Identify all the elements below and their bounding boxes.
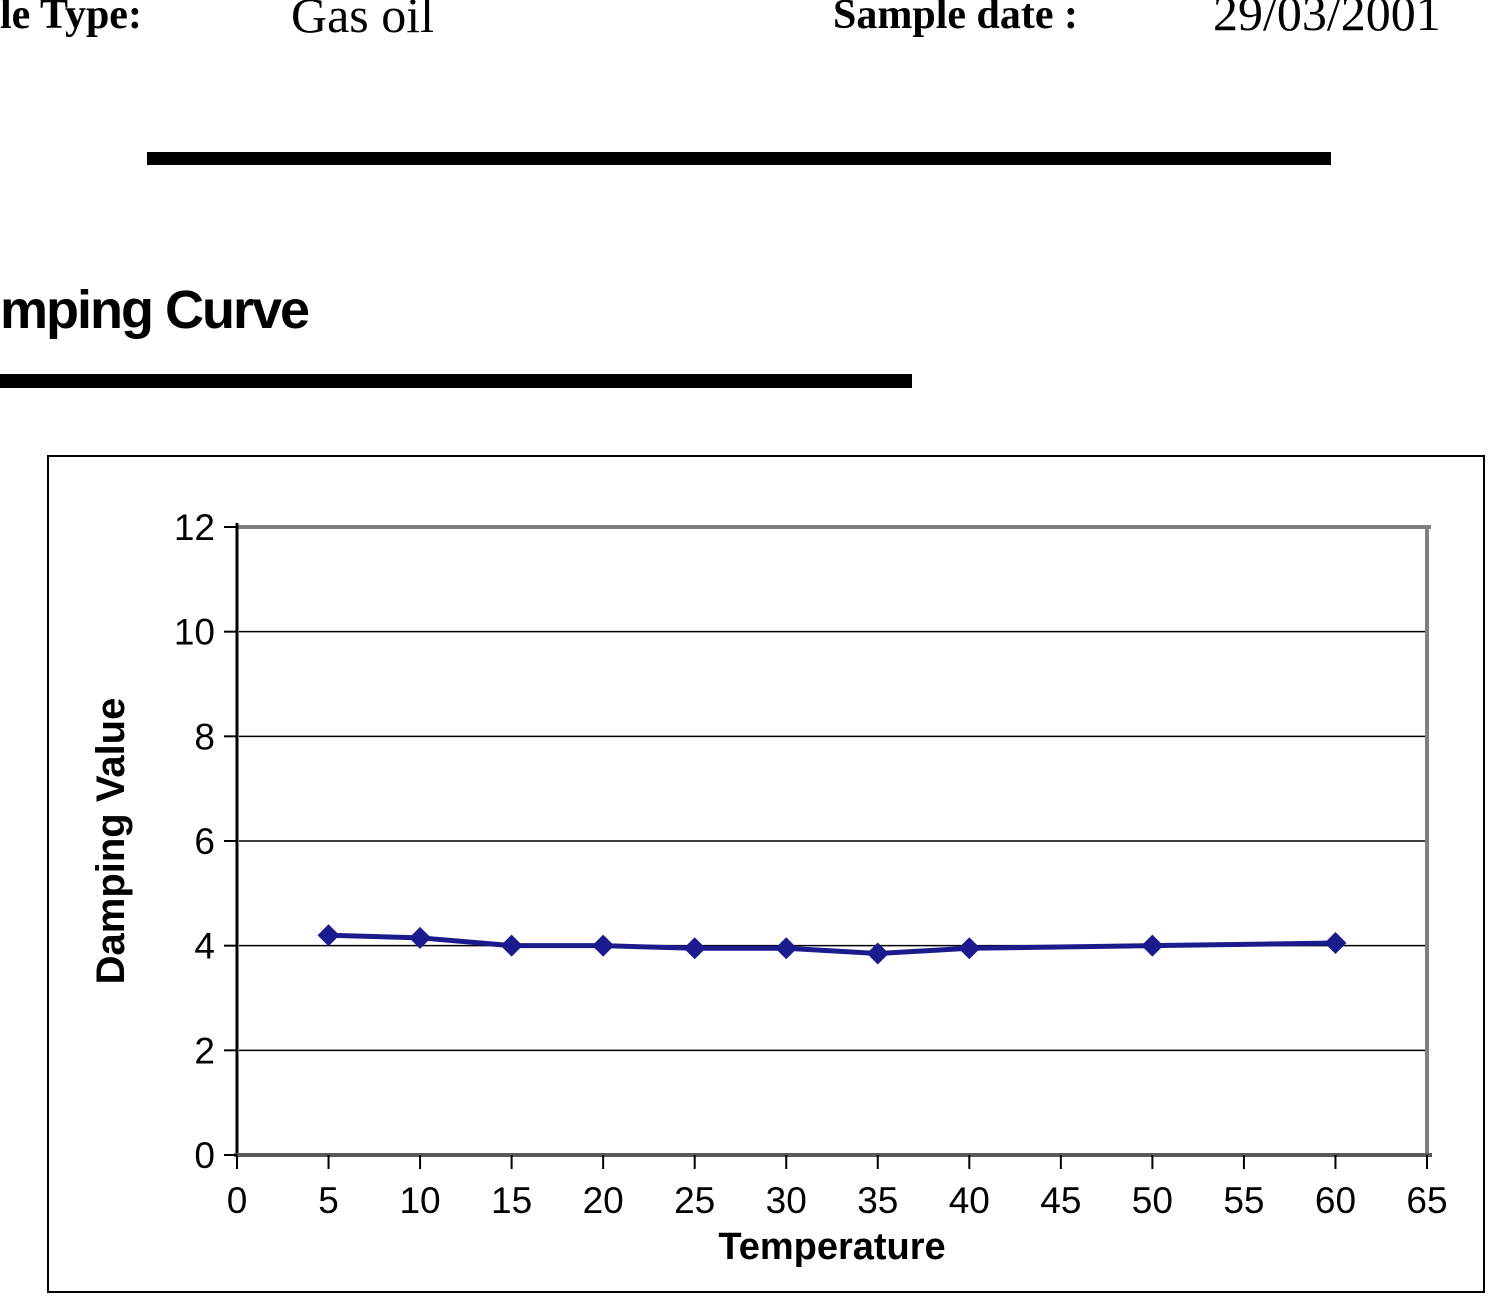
svg-text:30: 30 bbox=[766, 1180, 807, 1221]
damping-curve-chart: 0 2 4 6 8 10 12 0 5 10 15 20 25 30 35 40 45 50 55 60 65 Dampi… bbox=[89, 507, 1448, 1268]
svg-text:45: 45 bbox=[1040, 1180, 1081, 1221]
svg-text:55: 55 bbox=[1223, 1180, 1264, 1221]
svg-text:5: 5 bbox=[318, 1180, 339, 1221]
sample-date-value: 29/03/2001 bbox=[1213, 0, 1441, 41]
y-axis-title: Damping Value bbox=[89, 698, 133, 985]
svg-text:15: 15 bbox=[491, 1180, 532, 1221]
svg-text:12: 12 bbox=[174, 507, 215, 548]
svg-text:10: 10 bbox=[174, 612, 215, 653]
data-point-marker bbox=[1141, 934, 1164, 957]
data-point-marker bbox=[775, 937, 798, 960]
svg-text:50: 50 bbox=[1132, 1180, 1173, 1221]
svg-text:6: 6 bbox=[194, 821, 215, 862]
data-point-marker bbox=[500, 934, 523, 957]
svg-text:4: 4 bbox=[194, 926, 215, 967]
data-point-marker bbox=[317, 924, 340, 947]
sample-type-label: le Type: bbox=[0, 0, 142, 38]
svg-text:60: 60 bbox=[1315, 1180, 1356, 1221]
data-point-marker bbox=[958, 937, 981, 960]
y-tick-labels: 0 2 4 6 8 10 12 bbox=[174, 507, 215, 1176]
sample-date-label: Sample date : bbox=[833, 0, 1078, 38]
svg-text:25: 25 bbox=[674, 1180, 715, 1221]
damping-curve-chart-frame: 0 2 4 6 8 10 12 0 5 10 15 20 25 30 35 40 45 50 55 60 65 Dampi… bbox=[47, 455, 1485, 1293]
x-axis-title: Temperature bbox=[718, 1226, 945, 1268]
svg-text:10: 10 bbox=[399, 1180, 440, 1221]
svg-text:35: 35 bbox=[857, 1180, 898, 1221]
horizontal-rule-under-heading bbox=[0, 374, 912, 388]
data-point-marker bbox=[409, 926, 432, 949]
plot-area-border bbox=[237, 525, 1431, 1156]
svg-text:40: 40 bbox=[949, 1180, 990, 1221]
svg-text:0: 0 bbox=[227, 1180, 248, 1221]
svg-text:8: 8 bbox=[194, 716, 215, 757]
svg-text:20: 20 bbox=[583, 1180, 624, 1221]
section-heading: mping Curve bbox=[0, 280, 310, 340]
svg-text:65: 65 bbox=[1406, 1180, 1447, 1221]
axes bbox=[234, 523, 1432, 1157]
y-gridlines bbox=[239, 630, 1427, 1052]
data-point-marker bbox=[1324, 932, 1347, 955]
svg-text:2: 2 bbox=[194, 1030, 215, 1071]
x-tick-labels: 0 5 10 15 20 25 30 35 40 45 50 55 60 65 bbox=[227, 1180, 1448, 1221]
data-point-marker bbox=[866, 942, 889, 965]
data-point-marker bbox=[592, 934, 615, 957]
axis-ticks bbox=[224, 526, 1428, 1169]
data-point-marker bbox=[683, 937, 706, 960]
series-markers bbox=[317, 924, 1347, 965]
svg-text:0: 0 bbox=[194, 1135, 215, 1176]
series-line bbox=[328, 932, 1336, 957]
horizontal-rule-top bbox=[147, 152, 1331, 165]
sample-type-value: Gas oil bbox=[291, 0, 435, 43]
